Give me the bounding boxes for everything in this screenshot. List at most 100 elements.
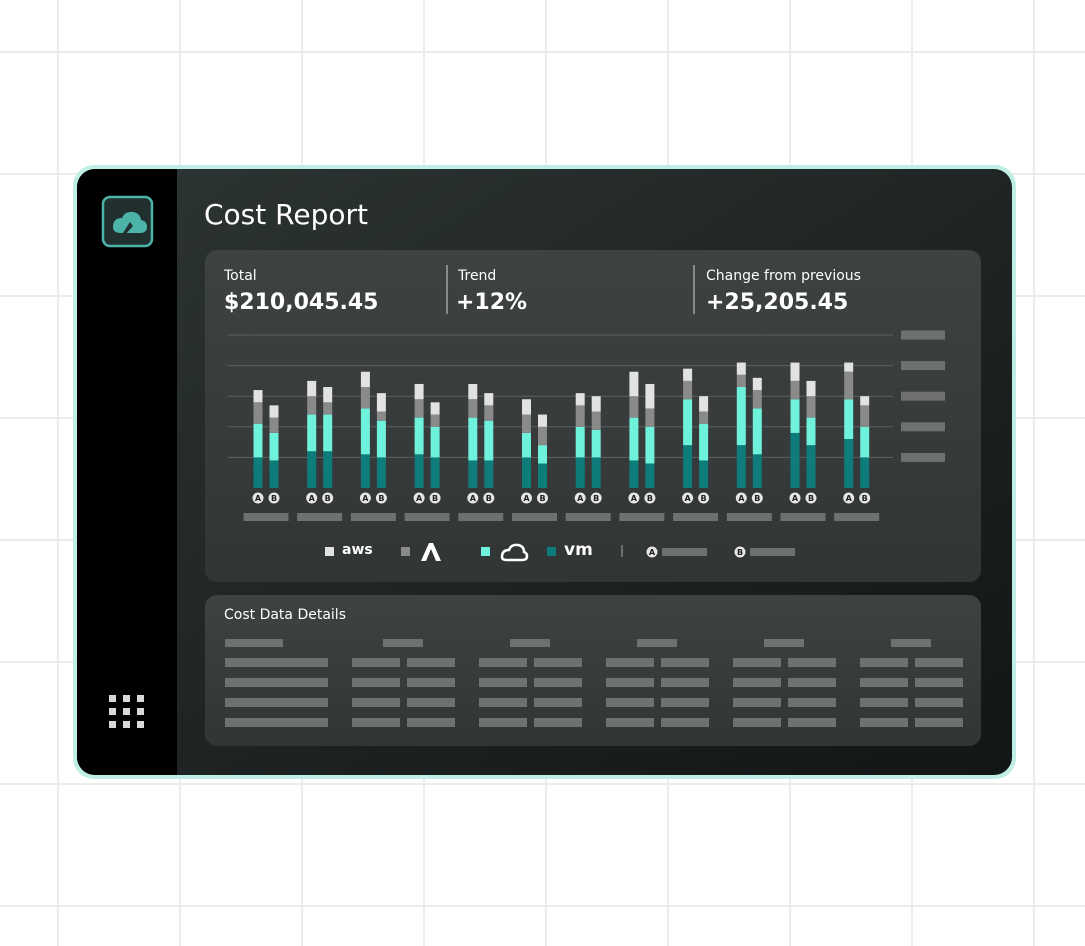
bar-segment <box>752 377 762 391</box>
bar-segment <box>790 362 800 381</box>
bar-segment <box>253 402 263 424</box>
stack-label: A <box>792 494 799 503</box>
cell-placeholder <box>788 718 836 727</box>
bar-segment <box>484 460 494 488</box>
stack-badge <box>859 492 871 504</box>
category-label-placeholder <box>726 513 772 521</box>
stat-value: +25,205.45 <box>706 290 848 315</box>
bar-segment <box>736 374 746 388</box>
cell-placeholder <box>606 698 654 707</box>
bar-segment <box>683 445 693 488</box>
cell-placeholder <box>534 698 582 707</box>
category-label-placeholder <box>404 513 450 521</box>
category-label-placeholder <box>350 513 396 521</box>
category-label-placeholder <box>619 513 665 521</box>
y-tick-label-placeholder <box>901 422 945 432</box>
bar-segment <box>307 380 317 397</box>
bar-segment <box>468 399 478 418</box>
bar-segment <box>860 457 870 488</box>
bar-segment <box>484 420 494 461</box>
cell-placeholder <box>661 678 709 687</box>
bar-segment <box>860 396 870 406</box>
bar-segment <box>376 420 386 458</box>
y-tick-label-placeholder <box>901 452 945 462</box>
bar-segment <box>307 396 317 415</box>
stack-label: B <box>808 494 814 503</box>
stat-value: $210,045.45 <box>224 290 378 315</box>
bar-segment <box>575 405 585 427</box>
bar-segment <box>430 402 440 415</box>
bar-segment <box>629 396 639 418</box>
stack-label: A <box>846 494 853 503</box>
bar-segment <box>538 463 547 488</box>
apps-icon[interactable] <box>109 695 144 728</box>
header-placeholder <box>891 639 931 647</box>
stack-label: B <box>539 494 545 503</box>
bar-segment <box>752 390 762 409</box>
bar-segment <box>414 399 424 418</box>
cell-placeholder <box>733 678 781 687</box>
bar-segment <box>752 408 762 455</box>
bar-segment <box>323 414 333 452</box>
legend-stack-badge <box>734 546 746 558</box>
stack-badge <box>751 492 763 504</box>
header-placeholder <box>764 639 804 647</box>
cell-placeholder <box>860 718 908 727</box>
cell-placeholder <box>915 678 963 687</box>
details-panel <box>205 595 981 746</box>
cell-placeholder <box>407 698 455 707</box>
bar-segment <box>860 426 870 458</box>
bar-segment <box>269 460 279 488</box>
bar-segment <box>629 460 639 488</box>
legend-icon-a <box>421 543 441 561</box>
stack-badge <box>413 492 425 504</box>
stack-badge <box>628 492 640 504</box>
bar-segment <box>323 387 333 403</box>
bar-segment <box>575 393 585 406</box>
bar-segment <box>860 405 870 427</box>
stack-badge <box>590 492 602 504</box>
apps-dot <box>123 721 130 728</box>
stack-label: B <box>862 494 868 503</box>
cell-placeholder <box>407 718 455 727</box>
cell-placeholder <box>479 658 527 667</box>
stack-badge <box>644 492 656 504</box>
apps-dot <box>109 721 116 728</box>
cell-placeholder <box>352 698 400 707</box>
bar-segment <box>806 417 816 446</box>
apps-dot <box>137 695 144 702</box>
cell-placeholder <box>788 678 836 687</box>
stack-badge <box>359 492 371 504</box>
cell-placeholder <box>661 698 709 707</box>
stack-label: B <box>271 494 277 503</box>
bar-segment <box>430 414 440 427</box>
cell-placeholder <box>733 718 781 727</box>
stack-label: B <box>754 494 760 503</box>
category-label-placeholder <box>834 513 880 521</box>
legend-stack-label: A <box>649 548 656 557</box>
header-placeholder <box>383 639 423 647</box>
stack-badge <box>735 492 747 504</box>
cell-placeholder <box>225 698 328 707</box>
stack-badge <box>467 492 479 504</box>
cell-placeholder <box>788 698 836 707</box>
cell-placeholder <box>860 698 908 707</box>
apps-dot <box>109 708 116 715</box>
cell-placeholder <box>733 658 781 667</box>
cell-placeholder <box>225 658 328 667</box>
stack-badge <box>843 492 855 504</box>
header-placeholder <box>510 639 550 647</box>
cell-placeholder <box>915 658 963 667</box>
stack-badge <box>805 492 817 504</box>
bar-segment <box>699 411 709 424</box>
bar-segment <box>538 445 547 464</box>
bar-segment <box>806 396 816 418</box>
apps-dot <box>123 695 130 702</box>
bar-segment <box>323 451 333 488</box>
sidebar <box>77 169 177 775</box>
stack-label: B <box>325 494 331 503</box>
stack-badge <box>429 492 441 504</box>
stack-label: B <box>486 494 492 503</box>
